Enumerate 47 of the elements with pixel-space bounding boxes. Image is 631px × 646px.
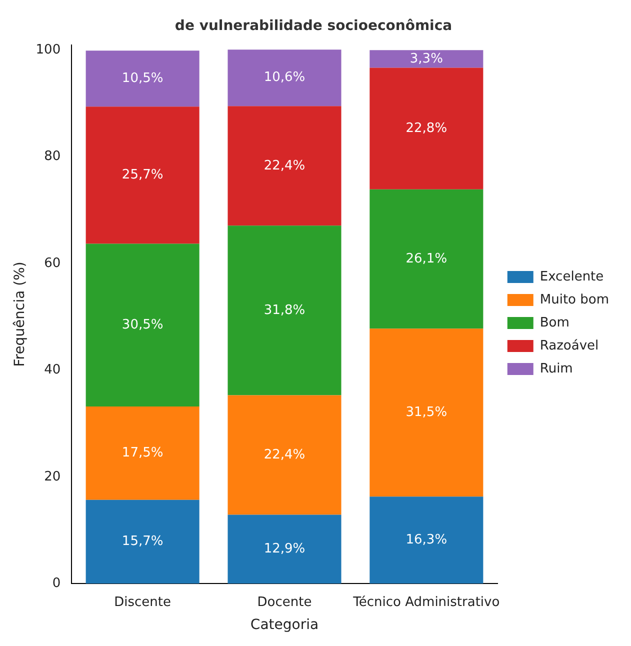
x-tick-label: Docente <box>257 594 312 610</box>
y-tick-label: 60 <box>44 256 61 271</box>
bar <box>228 395 342 515</box>
data-label: 16,3% <box>406 532 448 548</box>
data-label: 22,4% <box>264 447 306 462</box>
data-label: 10,5% <box>122 71 164 86</box>
data-label: 15,7% <box>122 534 164 550</box>
bar <box>86 50 200 107</box>
bar <box>370 189 484 329</box>
data-label: 12,9% <box>264 542 306 557</box>
legend-label: Ruim <box>540 361 573 376</box>
y-tick-label: 40 <box>44 362 61 378</box>
data-label: 25,7% <box>122 168 164 183</box>
x-tick-label: Técnico Administrativo <box>352 594 500 610</box>
bar <box>370 496 484 584</box>
y-axis-title: Frequência (%) <box>12 262 28 367</box>
data-label: 30,5% <box>122 318 164 333</box>
legend-label: Muito bom <box>540 292 610 308</box>
data-label: 17,5% <box>122 446 164 461</box>
data-label: 22,8% <box>406 120 448 136</box>
data-label: 22,4% <box>264 158 306 174</box>
bar <box>228 514 342 584</box>
data-label: 26,1% <box>406 251 448 266</box>
data-label: 31,8% <box>264 302 306 318</box>
y-tick-label: 0 <box>52 576 61 591</box>
data-label: 31,5% <box>406 405 448 420</box>
x-axis-title: Categoria <box>250 617 319 634</box>
bar <box>86 500 200 584</box>
bar <box>228 106 342 226</box>
bar <box>86 406 200 500</box>
chart-title: de vulnerabilidade socioeconômica <box>174 18 452 34</box>
bar <box>370 68 484 190</box>
bar <box>228 226 342 396</box>
legend-label: Razoável <box>540 338 599 354</box>
bar <box>370 50 484 68</box>
data-label: 10,6% <box>264 70 306 86</box>
bar <box>228 50 342 106</box>
y-tick-label: 20 <box>44 469 61 484</box>
y-tick-label: 100 <box>36 42 61 58</box>
bar <box>86 244 200 406</box>
bar <box>86 106 200 244</box>
x-tick-label: Discente <box>114 594 172 610</box>
data-label: 3,3% <box>410 51 443 66</box>
y-tick-label: 80 <box>44 149 61 164</box>
legend-label: Bom <box>540 315 570 330</box>
legend-label: Excelente <box>540 269 604 284</box>
bar <box>370 328 484 497</box>
